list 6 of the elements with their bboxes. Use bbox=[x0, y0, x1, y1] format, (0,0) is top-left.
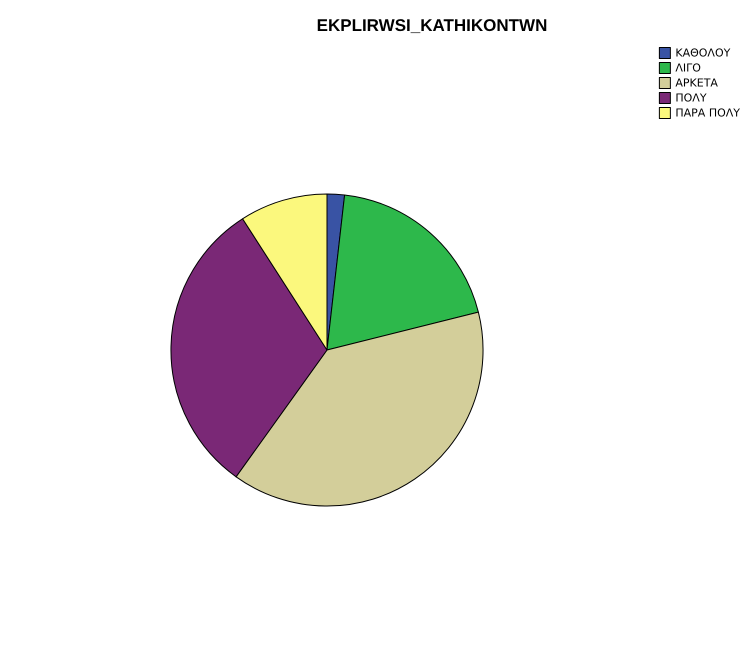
legend-label: ΠΑΡΑ ΠΟΛΥ bbox=[675, 106, 740, 120]
chart-title: EKPLIRWSI_KATHIKONTWN bbox=[316, 16, 548, 35]
legend-label: ΛΙΓΟ bbox=[675, 62, 702, 74]
legend-label: ΠΟΛΥ bbox=[675, 92, 707, 104]
legend-label: ΚΑΘΟΛΟΥ bbox=[675, 46, 731, 60]
legend-label: ΑΡΚΕΤΑ bbox=[675, 76, 718, 90]
